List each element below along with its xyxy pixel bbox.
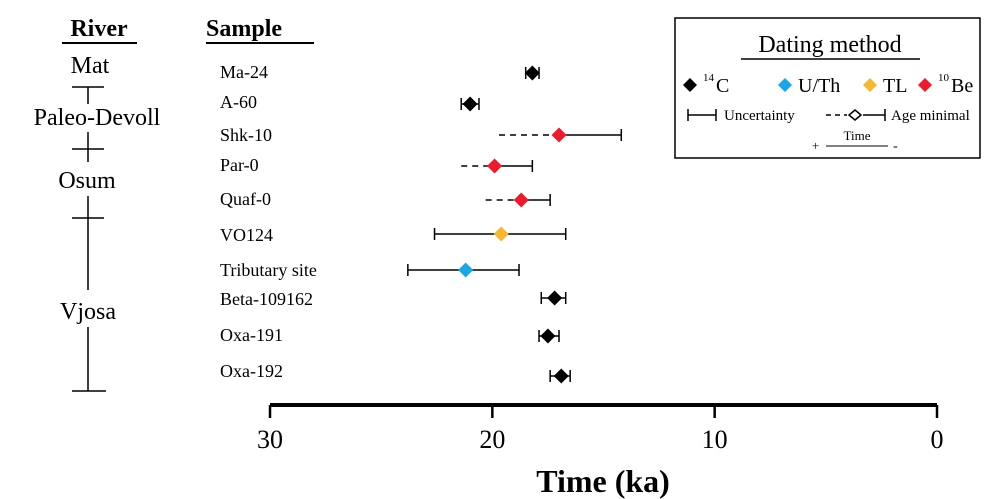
legend-method-label: Be bbox=[951, 75, 973, 97]
x-tick-label: 10 bbox=[702, 425, 728, 454]
age-marker bbox=[493, 226, 509, 242]
sample-label: Shk-10 bbox=[220, 125, 272, 145]
river-label-vjosa: Vjosa bbox=[60, 299, 116, 325]
river-range-lines bbox=[72, 86, 106, 392]
legend-minus: - bbox=[893, 139, 898, 154]
age-marker bbox=[462, 96, 478, 112]
sample-label: Quaf-0 bbox=[220, 189, 271, 209]
x-axis-label: Time (ka) bbox=[536, 463, 670, 499]
legend-method-label: U/Th bbox=[798, 75, 840, 97]
legend: Dating method 14 C U/Th TL 10 Be Uncertainty … bbox=[674, 17, 981, 159]
sample-label: Oxa-191 bbox=[220, 325, 283, 345]
age-marker bbox=[487, 158, 503, 174]
sample-header: Sample bbox=[206, 16, 282, 42]
x-tick-label: 20 bbox=[479, 425, 505, 454]
age-marker bbox=[551, 127, 567, 143]
river-label-paleo-devoll: Paleo-Devoll bbox=[34, 105, 161, 131]
legend-marker bbox=[918, 78, 932, 92]
legend-sup: 14 bbox=[703, 72, 715, 84]
legend-sup: 10 bbox=[938, 72, 950, 84]
age-marker bbox=[553, 368, 569, 384]
river-header: River bbox=[70, 16, 128, 42]
age-marker bbox=[547, 290, 563, 306]
age-marker bbox=[513, 192, 529, 208]
legend-age-minimal-label: Age minimal bbox=[891, 108, 970, 124]
legend-marker bbox=[683, 78, 697, 92]
x-tick-label: 0 bbox=[931, 425, 944, 454]
sample-label: Oxa-192 bbox=[220, 361, 283, 381]
legend-age-minimal-symbol bbox=[826, 109, 886, 121]
river-label-osum: Osum bbox=[58, 168, 116, 194]
legend-marker bbox=[863, 78, 877, 92]
sample-label: A-60 bbox=[220, 92, 257, 112]
legend-title: Dating method bbox=[758, 32, 901, 58]
legend-uncertainty-label: Uncertainty bbox=[724, 108, 795, 124]
legend-method-label: C bbox=[716, 75, 729, 97]
legend-plus: + bbox=[812, 138, 819, 153]
sample-label: Tributary site bbox=[220, 260, 317, 280]
legend-marker bbox=[778, 78, 792, 92]
legend-box bbox=[674, 17, 981, 159]
legend-method-label: TL bbox=[883, 75, 907, 97]
sample-label: Ma-24 bbox=[220, 62, 268, 82]
sample-label: Beta-109162 bbox=[220, 289, 313, 309]
age-marker bbox=[524, 65, 540, 81]
age-marker bbox=[458, 262, 474, 278]
legend-time-label: Time bbox=[844, 128, 871, 143]
age-marker bbox=[540, 328, 556, 344]
legend-uncertainty-symbol bbox=[687, 109, 717, 121]
sample-label: Par-0 bbox=[220, 155, 259, 175]
sample-label: VO124 bbox=[220, 225, 273, 245]
river-label-mat: Mat bbox=[71, 53, 110, 79]
x-tick-label: 30 bbox=[257, 425, 283, 454]
